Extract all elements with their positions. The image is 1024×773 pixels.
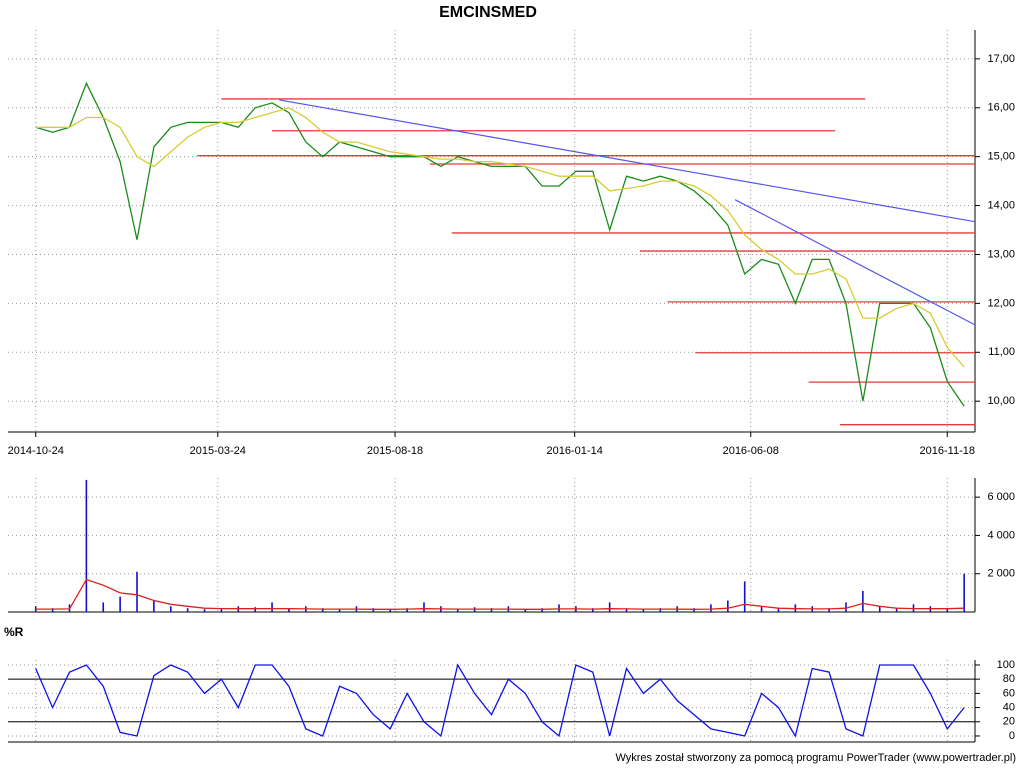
- x-tick-label: 2015-03-24: [190, 445, 246, 457]
- volume-bar: [423, 602, 425, 612]
- volume-bar: [169, 606, 172, 612]
- y-tick-label: 2 000: [987, 568, 1015, 580]
- volume-bar: [608, 602, 611, 612]
- volume-bar: [693, 608, 695, 612]
- volume-bar: [946, 608, 949, 612]
- y-tick-label: 16,00: [987, 102, 1015, 114]
- volume-bar: [963, 573, 965, 612]
- volume-bar: [659, 608, 662, 612]
- volume-bar: [490, 608, 493, 612]
- volume-bar: [136, 571, 138, 612]
- footer: Wykres został stworzony za pomocą progra…: [615, 752, 1016, 764]
- y-tick-label: 100: [997, 659, 1015, 671]
- volume-bar: [85, 479, 88, 612]
- x-tick-label: 2014-10-24: [8, 445, 64, 457]
- volume-bar: [254, 607, 256, 612]
- volume-bar: [288, 608, 290, 612]
- volume-bar: [760, 606, 763, 612]
- y-tick-label: 60: [1003, 687, 1015, 699]
- volume-bar: [541, 608, 543, 612]
- volume-bar: [625, 608, 628, 612]
- volume-bar: [591, 608, 594, 612]
- trend-line: [279, 99, 976, 223]
- data-line: [35, 578, 965, 610]
- panel-label: %R: [4, 625, 24, 639]
- volume-bar: [186, 608, 189, 612]
- volume-bar: [743, 581, 746, 612]
- volume-bar: [862, 590, 864, 612]
- volume-bar: [727, 600, 729, 612]
- x-tick-label: 2016-01-14: [547, 445, 603, 457]
- volume-bar: [220, 608, 223, 612]
- volume-bar: [845, 602, 847, 612]
- y-tick-label: 10,00: [987, 395, 1015, 407]
- chart-title: EMCINSMED: [439, 4, 537, 21]
- y-tick-label: 6 000: [987, 491, 1015, 503]
- volume-bar: [389, 609, 392, 612]
- volume-bar: [271, 602, 273, 612]
- volume-bar: [558, 604, 560, 612]
- y-tick-label: 0: [1009, 730, 1015, 742]
- volume-bar: [878, 606, 881, 612]
- volume-bar: [321, 608, 324, 612]
- volume-bar: [777, 608, 780, 612]
- y-tick-label: 40: [1003, 701, 1015, 713]
- y-tick-label: 17,00: [987, 53, 1015, 65]
- volume-bar: [710, 604, 712, 612]
- x-tick-label: 2015-08-18: [367, 445, 423, 457]
- y-tick-label: 80: [1003, 673, 1015, 685]
- volume-bar: [338, 609, 341, 612]
- volume-bar: [524, 609, 527, 612]
- y-tick-label: 15,00: [987, 151, 1015, 163]
- volume-bar: [828, 608, 830, 612]
- x-tick-label: 2016-06-08: [723, 445, 779, 457]
- y-tick-label: 4 000: [987, 529, 1015, 541]
- volume-bar: [119, 596, 121, 612]
- volume-bar: [895, 608, 898, 612]
- y-tick-label: 11,00: [988, 346, 1015, 358]
- data-line: [35, 107, 965, 368]
- volume-bar: [372, 608, 375, 612]
- y-tick-label: 14,00: [987, 199, 1015, 211]
- volume-bar: [153, 600, 155, 612]
- x-tick-label: 2016-11-18: [920, 445, 975, 457]
- data-line: [35, 81, 965, 407]
- y-tick-label: 12,00: [987, 297, 1015, 309]
- trend-line: [734, 199, 976, 326]
- volume-bar: [406, 608, 408, 612]
- volume-bar: [51, 608, 54, 612]
- y-tick-label: 20: [1003, 716, 1015, 728]
- data-line: [35, 663, 965, 738]
- y-tick-label: 13,00: [987, 248, 1015, 260]
- volume-bar: [456, 609, 459, 612]
- volume-bar: [203, 609, 206, 612]
- volume-bar: [642, 609, 645, 612]
- volume-bar: [102, 602, 105, 612]
